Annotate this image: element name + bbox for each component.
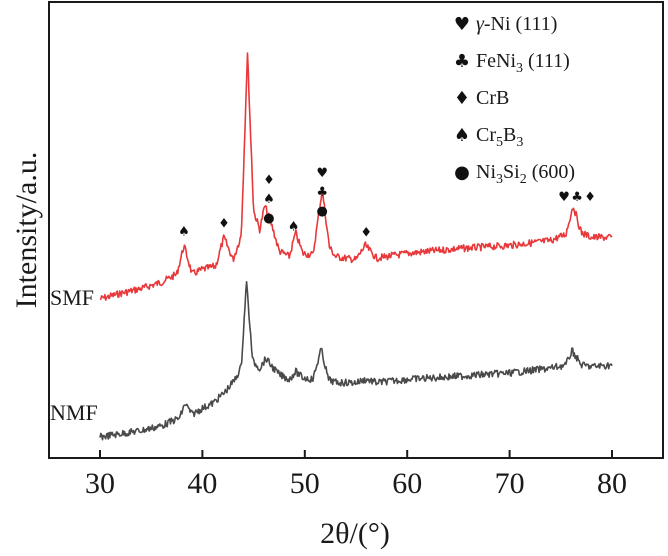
spade-icon: ♠: [454, 125, 470, 146]
x-tick-label-30: 30: [85, 467, 115, 500]
peak-markers: ♠♦ ●♠♦♠●♣♥♦♥ ♣ ♦: [178, 166, 596, 241]
legend-label-3: Cr5B3: [476, 124, 523, 150]
diamond-icon: ♦: [454, 88, 470, 109]
x-axis-title: 2θ/(°): [320, 517, 390, 550]
peak-marker-4-0: ♥: [316, 166, 328, 181]
peak-marker-5-0: ♦: [360, 226, 372, 241]
x-axis-ticks: [99, 450, 613, 458]
peak-marker-2-0: ♦: [263, 173, 275, 188]
club-icon: ♣: [454, 51, 470, 72]
legend-label-2: CrB: [476, 87, 509, 109]
peak-marker-0-0: ♠: [178, 224, 190, 239]
legend-label-0: γ-Ni (111): [476, 13, 557, 35]
peak-marker-2-1: ♠: [263, 192, 275, 207]
series-line-nmf: [99, 281, 613, 441]
dot-icon: ●: [454, 162, 470, 183]
peak-marker-4-2: ●: [317, 204, 328, 219]
legend-label-1: FeNi3 (111): [476, 50, 570, 76]
x-tick-label-80: 80: [597, 467, 627, 500]
series-curves: [99, 52, 613, 441]
x-tick-label-40: 40: [187, 467, 217, 500]
series-line-smf: [99, 52, 613, 301]
plot-frame: [48, 1, 664, 459]
series-label-nmf: NMF: [50, 400, 98, 425]
legend: ♥ γ-Ni (111) ♣ FeNi3 (111) ♦ CrB ♠ Cr5B3 ● Ni3Si2…: [454, 13, 575, 187]
heart-icon: ♥: [454, 14, 470, 35]
peak-marker-3-0: ♠: [288, 220, 300, 235]
peak-marker-6-2: ♦: [584, 190, 596, 205]
legend-label-4: Ni3Si2 (600): [476, 161, 575, 187]
peak-marker-6-1: ♣: [571, 190, 583, 205]
y-axis-title: Intensity/a.u.: [10, 152, 43, 309]
peak-marker-1-0: ♦: [218, 216, 230, 231]
x-tick-label-50: 50: [290, 467, 320, 500]
x-tick-label-70: 70: [495, 467, 525, 500]
x-axis-tick-labels: 30 40 50 60 70 80: [85, 467, 627, 500]
series-label-smf: SMF: [50, 285, 94, 310]
peak-marker-4-1: ♣: [316, 185, 328, 200]
x-tick-label-60: 60: [392, 467, 422, 500]
peak-marker-2-2: ●: [263, 211, 274, 226]
peak-marker-6-0: ♥: [558, 190, 570, 205]
